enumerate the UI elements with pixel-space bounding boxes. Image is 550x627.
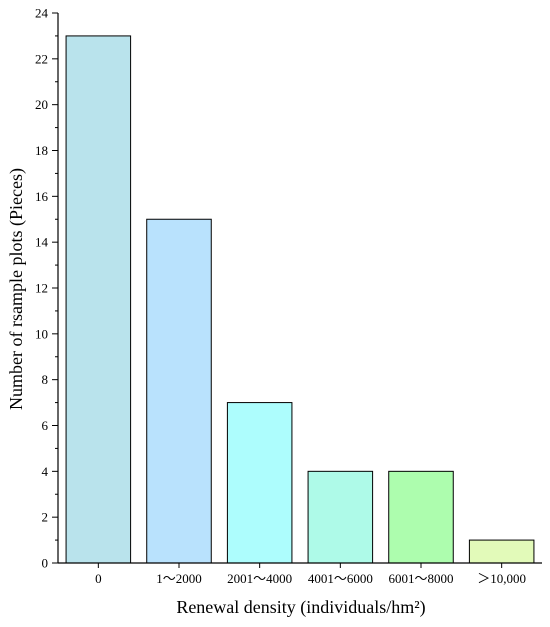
y-tick-label: 0 xyxy=(42,556,49,571)
y-tick-label: 18 xyxy=(35,143,48,158)
bar xyxy=(388,470,454,564)
bar xyxy=(468,539,535,564)
y-tick-label: 4 xyxy=(42,464,49,479)
x-tick-label: ＞10,000 xyxy=(477,571,526,586)
plot-area: 0 1～2000 2001～4000 4001～6000 6001～8000 ＞10,00… xyxy=(35,6,542,586)
y-tick-label: 2 xyxy=(42,510,49,525)
bar xyxy=(226,402,293,564)
y-tick-label: 20 xyxy=(35,97,48,112)
x-tick-label: 2001～4000 xyxy=(227,571,292,586)
y-tick-label: 10 xyxy=(35,326,48,341)
bar xyxy=(307,470,374,564)
y-tick-label: 24 xyxy=(35,6,49,21)
bar xyxy=(65,35,132,564)
x-tick-label: 6001～8000 xyxy=(388,571,453,586)
y-tick-label: 16 xyxy=(35,189,49,204)
y-tick-label: 22 xyxy=(35,51,48,66)
y-tick-label: 8 xyxy=(42,372,49,387)
x-tick-label: 1～2000 xyxy=(156,571,202,586)
y-axis-title: Number of rsample plots (Pieces) xyxy=(6,168,27,410)
y-tick-label: 14 xyxy=(35,235,49,250)
x-tick-label: 0 xyxy=(95,571,102,586)
y-tick-label: 12 xyxy=(35,281,48,296)
bar xyxy=(146,218,212,564)
y-tick-label: 6 xyxy=(42,418,49,433)
x-axis-title: Renewal density (individuals/hm²) xyxy=(176,597,425,618)
x-tick-label: 4001～6000 xyxy=(308,571,373,586)
